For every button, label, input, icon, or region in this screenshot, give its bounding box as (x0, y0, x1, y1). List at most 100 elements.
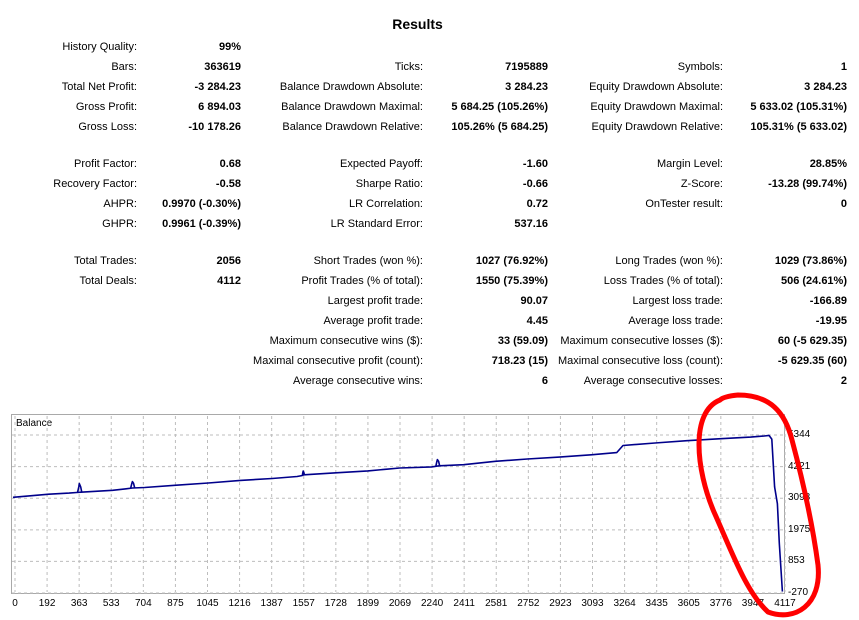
stat-value: 5 684.25 (105.26%) (451, 101, 548, 113)
x-tick-label: 1557 (292, 598, 315, 609)
stat-value: -5 629.35 (60) (777, 355, 847, 367)
y-tick-label: 1975 (788, 523, 811, 535)
x-tick-label: 192 (38, 598, 56, 609)
stat-label: Sharpe Ratio: (355, 178, 423, 190)
stat-value: 3 284.23 (804, 81, 847, 93)
y-tick-label: 4221 (788, 460, 811, 472)
stat-value: 99% (218, 41, 241, 53)
stat-label: Gross Loss: (78, 121, 137, 133)
stat-label: GHPR: (102, 218, 137, 230)
stat-label: Symbols: (677, 61, 723, 73)
stat-value: 5 633.02 (105.31%) (750, 101, 847, 113)
stat-value: 2 (840, 375, 847, 387)
stat-label: Total Deals: (79, 275, 137, 287)
x-tick-label: 363 (70, 598, 88, 609)
stat-value: 60 (-5 629.35) (777, 335, 847, 347)
stat-label: Equity Drawdown Maximal: (590, 101, 723, 113)
x-tick-label: 2069 (388, 598, 412, 609)
x-tick-label: 533 (102, 598, 120, 609)
stat-label: Balance Drawdown Maximal: (281, 101, 423, 113)
stat-label: Margin Level: (656, 158, 723, 170)
stat-value: 90.07 (520, 295, 548, 307)
x-tick-label: 875 (167, 598, 184, 609)
stat-label: Average loss trade: (628, 315, 723, 327)
x-tick-label: 2411 (453, 598, 475, 609)
stat-label: Largest loss trade: (632, 295, 724, 307)
stat-value: 28.85% (809, 158, 847, 170)
stat-label: Loss Trades (% of total): (603, 275, 723, 287)
stat-value: 0.9970 (-0.30%) (162, 198, 241, 210)
stat-label: Balance Drawdown Absolute: (279, 81, 423, 93)
x-tick-label: 0 (12, 598, 18, 609)
x-tick-label: 1387 (260, 598, 283, 609)
stat-label: Average profit trade: (323, 315, 423, 327)
stat-label: Maximum consecutive losses ($): (560, 335, 723, 347)
x-tick-label: 2581 (485, 598, 508, 609)
x-tick-label: 3947 (741, 598, 765, 609)
x-tick-label: 1045 (196, 598, 219, 609)
x-tick-label: 1216 (228, 598, 251, 609)
stat-value: 2056 (216, 255, 241, 267)
x-tick-label: 2752 (517, 598, 540, 609)
stat-label: Total Net Profit: (61, 81, 137, 93)
stat-label: Bars: (111, 61, 137, 73)
x-tick-label: 3264 (613, 598, 636, 609)
y-tick-label: 3098 (788, 492, 811, 504)
stat-value: -166.89 (809, 295, 847, 307)
stat-label: Profit Trades (% of total): (301, 275, 423, 287)
stat-label: Expected Payoff: (340, 158, 423, 170)
stat-value: 105.26% (5 684.25) (451, 121, 548, 133)
stat-label: LR Standard Error: (330, 218, 423, 230)
stat-label: Average consecutive losses: (583, 375, 723, 387)
stat-label: LR Correlation: (349, 198, 423, 210)
stat-label: Equity Drawdown Absolute: (589, 81, 723, 93)
stat-label: Profit Factor: (74, 158, 137, 170)
stat-label: Recovery Factor: (53, 178, 137, 190)
x-tick-label: 2923 (549, 598, 572, 609)
stat-value: 1029 (73.86%) (774, 255, 847, 267)
stat-value: 363619 (204, 61, 241, 73)
x-tick-label: 4117 (774, 598, 796, 609)
stat-label: Maximal consecutive profit (count): (253, 355, 423, 367)
stat-label: AHPR: (103, 198, 137, 210)
stat-value: 1027 (76.92%) (475, 255, 548, 267)
stat-value: 0 (840, 198, 847, 210)
stat-value: 4.45 (526, 315, 548, 327)
stat-value: 6 (541, 375, 548, 387)
stat-value: 537.16 (514, 218, 548, 230)
stat-label: Short Trades (won %): (313, 255, 423, 267)
x-tick-label: 3093 (581, 598, 604, 609)
chart-title: Balance (16, 418, 53, 429)
stat-value: -0.58 (215, 178, 241, 190)
stat-label: Average consecutive wins: (292, 375, 423, 387)
x-tick-label: 1728 (324, 598, 347, 609)
stat-value: 1550 (75.39%) (475, 275, 548, 287)
report-title: Results (392, 16, 443, 32)
stat-label: Gross Profit: (75, 101, 137, 113)
stat-value: 0.68 (219, 158, 241, 170)
x-tick-label: 2240 (420, 598, 444, 609)
stat-label: Equity Drawdown Relative: (591, 121, 723, 133)
y-tick-label: 5344 (788, 429, 811, 440)
x-tick-label: 1899 (356, 598, 380, 609)
stat-label: Total Trades: (74, 255, 137, 267)
stat-value: 0.72 (526, 198, 548, 210)
stat-value: -1.60 (522, 158, 548, 170)
stat-label: Balance Drawdown Relative: (282, 121, 423, 133)
stat-label: Maximal consecutive loss (count): (557, 355, 723, 367)
stat-value: 0.9961 (-0.39%) (162, 218, 241, 230)
stat-value: 3 284.23 (505, 81, 548, 93)
y-tick-label: 853 (788, 555, 805, 567)
stat-value: -0.66 (522, 178, 548, 190)
stat-value: 7195889 (505, 61, 548, 73)
stat-value: 6 894.03 (198, 101, 241, 113)
stat-label: Maximum consecutive wins ($): (269, 335, 423, 347)
stat-value: 1 (840, 61, 847, 73)
stat-value: -10 178.26 (188, 121, 241, 133)
stat-label: Z-Score: (680, 178, 723, 190)
x-tick-label: 704 (134, 598, 152, 609)
stat-value: -19.95 (815, 315, 847, 327)
stat-label: OnTester result: (645, 198, 723, 210)
stat-value: -13.28 (99.74%) (768, 178, 847, 190)
stat-label: Long Trades (won %): (615, 255, 723, 267)
